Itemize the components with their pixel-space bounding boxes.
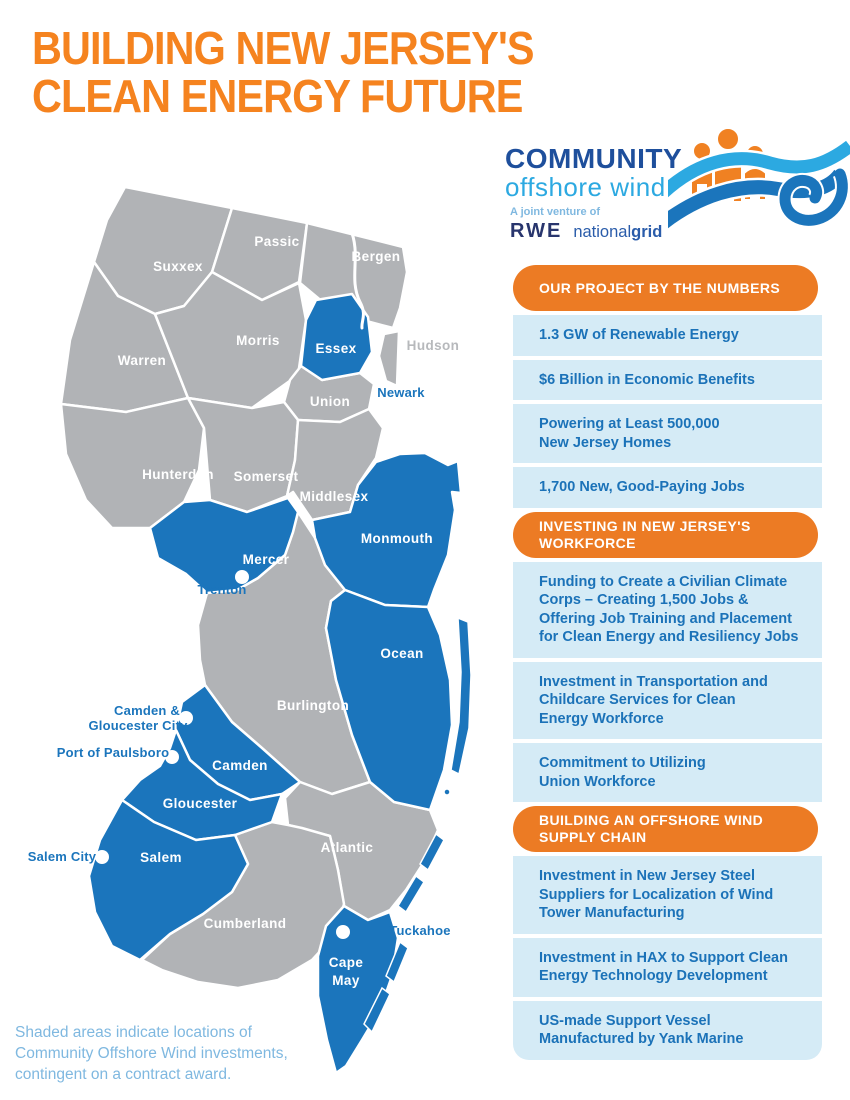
county-label-essex: Essex (315, 341, 356, 356)
county-essex (299, 292, 374, 382)
county-label-union: Union (310, 394, 350, 409)
county-label-morris: Morris (236, 333, 280, 348)
county-label-passaic: Passic (254, 234, 299, 249)
fact-hax-investment: Investment in HAX to Support Clean Energ… (513, 937, 822, 997)
hudson-river-line (348, 226, 365, 330)
barrier-island (443, 788, 451, 796)
county-label-monmouth: Monmouth (361, 531, 433, 546)
nationalgrid-bold: grid (631, 223, 663, 241)
venture-partners: RWE nationalgrid (510, 220, 662, 243)
info-panel: OUR PROJECT BY THE NUMBERS 1.3 GW of Ren… (513, 265, 822, 1060)
county-label-atlantic: Atlantic (321, 840, 374, 855)
logo-offshore-wind-text: offshore wind (505, 172, 666, 202)
port-of-paulsboro-marker (165, 750, 179, 764)
community-offshore-wind-icon (668, 127, 850, 232)
city-label-port-of-paulsboro: Port of Paulsboro (57, 745, 169, 760)
city-label-camden-gloucester-line2: Gloucester City (88, 718, 188, 733)
county-label-ocean: Ocean (380, 646, 423, 661)
section-header-supply-chain: BUILDING AN OFFSHORE WIND SUPPLY CHAIN (513, 806, 818, 852)
city-label-salem-city: Salem City (28, 849, 97, 864)
fact-steel-suppliers: Investment in New Jersey Steel Suppliers… (513, 856, 822, 934)
nationalgrid-logo-text: nationalgrid (573, 223, 662, 242)
county-hudson (377, 329, 401, 388)
newark-marker (362, 364, 376, 378)
nj-county-map: Suxxex Passic Bergen Warren Morris Essex… (28, 185, 472, 1075)
rwe-logo-text: RWE (510, 220, 563, 242)
nationalgrid-regular: national (573, 223, 632, 241)
section-header-workforce: INVESTING IN NEW JERSEY'S WORKFORCE (513, 511, 818, 558)
camden-gloucester-city-marker (179, 711, 193, 725)
wave-icon (668, 138, 850, 232)
county-label-sussex: Suxxex (153, 259, 203, 274)
county-label-cape-may-line1: Cape (329, 955, 364, 970)
fact-support-vessel: US-made Support Vessel Manufactured by Y… (513, 1000, 822, 1060)
fact-homes-powered: Powering at Least 500,000 New Jersey Hom… (513, 404, 822, 463)
county-mercer (148, 496, 300, 595)
section-header-project-numbers: OUR PROJECT BY THE NUMBERS (513, 265, 818, 311)
joint-venture-text: A joint venture of (510, 206, 601, 218)
barrier-island (385, 940, 409, 984)
fact-transportation-childcare: Investment in Transportation and Childca… (513, 661, 822, 739)
fact-economic-benefits: $6 Billion in Economic Benefits (513, 359, 822, 400)
tuckahoe-marker (336, 925, 350, 939)
barrier-island (450, 616, 472, 776)
page-title: BUILDING NEW JERSEY'S CLEAN ENERGY FUTUR… (32, 22, 535, 122)
county-label-hudson: Hudson (407, 338, 460, 353)
county-somerset (186, 396, 300, 514)
trenton-marker (235, 570, 249, 584)
county-label-cumberland: Cumberland (204, 916, 287, 931)
city-markers: Newark Trenton Camden & Gloucester City … (28, 364, 450, 939)
county-label-salem: Salem (140, 850, 182, 865)
county-label-somerset: Somerset (234, 469, 299, 484)
fact-union-workforce: Commitment to Utilizing Union Workforce (513, 743, 822, 802)
fact-renewable-energy: 1.3 GW of Renewable Energy (513, 315, 822, 356)
county-label-mercer: Mercer (243, 552, 290, 567)
county-label-burlington: Burlington (277, 698, 349, 713)
county-morris (153, 270, 308, 410)
county-labels: Suxxex Passic Bergen Warren Morris Essex… (118, 234, 460, 988)
fact-civilian-climate-corps: Funding to Create a Civilian Climate Cor… (513, 561, 822, 658)
county-label-cape-may-line2: May (332, 973, 360, 988)
map-footnote: Shaded areas indicate locations of Commu… (15, 1024, 288, 1083)
county-cape-may (316, 904, 400, 1075)
county-salem (87, 798, 250, 962)
city-label-tuckahoe: Tuckahoe (389, 923, 450, 938)
city-label-camden-gloucester-line1: Camden & (114, 703, 180, 718)
county-label-hunterdon: Hunterdon (142, 467, 214, 482)
city-label-trenton: Trenton (197, 582, 246, 597)
barrier-island (397, 874, 425, 914)
fact-jobs: 1,700 New, Good-Paying Jobs (513, 467, 822, 508)
barrier-island (419, 832, 445, 872)
county-shapes (59, 185, 463, 1075)
barrier-island (363, 986, 391, 1034)
county-label-bergen: Bergen (352, 249, 401, 264)
county-label-warren: Warren (118, 353, 166, 368)
city-label-newark: Newark (377, 385, 425, 400)
county-label-gloucester: Gloucester (163, 796, 238, 811)
salem-city-marker (95, 850, 109, 864)
county-label-middlesex: Middlesex (300, 489, 369, 504)
county-ocean (324, 588, 454, 812)
logo-community-text: COMMUNITY (505, 143, 683, 174)
barrier-islands (363, 616, 472, 1034)
county-label-camden: Camden (212, 758, 268, 773)
